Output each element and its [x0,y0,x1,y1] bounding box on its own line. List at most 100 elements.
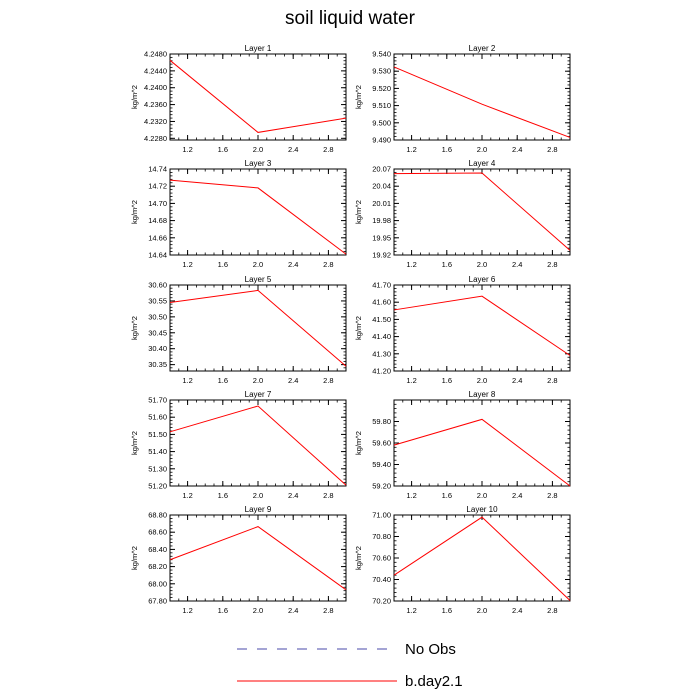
layer-3-y-tick-label: 14.64 [148,251,167,260]
legend-label-1: No Obs [405,641,456,658]
layer-2-x-tick-label: 1.6 [442,145,452,154]
layer-6-x-tick-label: 2.0 [477,376,487,385]
layer-1-x-tick-label: 2.4 [288,145,298,154]
layer-6-y-tick-label: 41.20 [372,367,391,376]
legend-label-2: b.day2.1 [405,673,463,690]
layer-4-plot-frame [393,168,571,256]
layer-3-y-tick-label: 14.70 [148,199,167,208]
layer-9-y-tick-label: 68.60 [148,528,167,537]
layer-3-x-tick-label: 2.8 [323,260,333,269]
layer-2-x-tick-label: 2.4 [512,145,522,154]
layer-5-y-tick-label: 30.50 [148,312,167,321]
layer-6-y-tick-label: 41.70 [372,281,391,290]
layer-3-series-line [169,179,347,255]
layer-9-y-axis-label: kg/m^2 [130,546,139,570]
layer-1-y-axis-label: kg/m^2 [130,85,139,109]
layer-7-x-tick-label: 2.4 [288,491,298,500]
layer-10-title: Layer 10 [466,505,498,514]
layer-4-title: Layer 4 [469,159,496,168]
layer-7-y-axis-label: kg/m^2 [130,431,139,455]
layer-9-x-tick-label: 1.2 [182,606,192,615]
layer-5-y-tick-label: 30.55 [148,296,167,305]
layer-4-y-axis-label: kg/m^2 [354,200,363,224]
layer-7-y-tick-label: 51.20 [148,482,167,491]
layer-9-x-tick-label: 2.8 [323,606,333,615]
layer-8-y-tick-label: 59.60 [372,439,391,448]
layer-3-plot-frame [169,168,347,256]
layer-2-x-tick-label: 1.2 [406,145,416,154]
layer-10-y-tick-label: 70.20 [372,597,391,606]
layer-3-title: Layer 3 [245,159,272,168]
layer-9-series-line [169,526,347,591]
layer-4-y-tick-label: 19.98 [372,216,391,225]
layer-8-y-axis-label: kg/m^2 [354,431,363,455]
layer-9-y-tick-label: 68.80 [148,511,167,520]
layer-6-y-tick-label: 41.40 [372,332,391,341]
layer-8-series-line [393,418,571,487]
layer-6-x-tick-label: 2.8 [547,376,557,385]
layer-8-y-tick-label: 59.80 [372,417,391,426]
layer-9-y-tick-label: 68.20 [148,562,167,571]
layer-1-y-tick-label: 4.2360 [144,100,167,109]
layer-10-x-tick-label: 1.2 [406,606,416,615]
layer-7-x-tick-label: 2.8 [323,491,333,500]
layer-10-y-tick-label: 71.00 [372,511,391,520]
layer-4-x-tick-label: 1.2 [406,260,416,269]
layer-6-y-axis-label: kg/m^2 [354,316,363,340]
layer-9-y-tick-label: 68.40 [148,545,167,554]
layer-3-x-tick-label: 2.4 [288,260,298,269]
layer-5-y-tick-label: 30.40 [148,344,167,353]
layer-7-y-tick-label: 51.30 [148,464,167,473]
layer-9-x-tick-label: 2.4 [288,606,298,615]
layer-7-series-line [169,405,347,486]
layer-1-y-tick-label: 4.2400 [144,83,167,92]
layer-8-y-tick-label: 59.40 [372,460,391,469]
layer-5-y-tick-label: 30.45 [148,328,167,337]
layer-8-x-tick-label: 2.4 [512,491,522,500]
layer-1-x-tick-label: 2.8 [323,145,333,154]
layer-5-plot-frame [169,284,347,372]
layer-1-y-tick-label: 4.2480 [144,50,167,59]
layer-5-x-tick-label: 1.6 [218,376,228,385]
layer-4-y-tick-label: 20.04 [372,182,391,191]
layer-10-x-tick-label: 1.6 [442,606,452,615]
layer-3-x-tick-label: 1.2 [182,260,192,269]
layer-3-y-axis-label: kg/m^2 [130,200,139,224]
layer-2-x-tick-label: 2.8 [547,145,557,154]
layer-10-y-axis-label: kg/m^2 [354,546,363,570]
layer-10-series-line [393,516,571,601]
layer-8-y-tick-label: 59.20 [372,482,391,491]
layer-9-title: Layer 9 [245,505,272,514]
layer-7-title: Layer 7 [245,390,272,399]
layer-5-series-line [169,289,347,367]
layer-4-x-tick-label: 2.4 [512,260,522,269]
layer-2-series-line [393,66,571,138]
layer-1-x-tick-label: 1.2 [182,145,192,154]
layer-9-y-tick-label: 67.80 [148,597,167,606]
layer-3-x-tick-label: 2.0 [253,260,263,269]
layer-2-x-tick-label: 2.0 [477,145,487,154]
layer-8-x-tick-label: 1.6 [442,491,452,500]
layer-1-y-tick-label: 4.2440 [144,66,167,75]
layer-6-x-tick-label: 2.4 [512,376,522,385]
layer-4-x-tick-label: 2.0 [477,260,487,269]
layer-4-y-tick-label: 20.07 [372,165,391,174]
layer-7-plot-frame [169,399,347,487]
layer-1-title: Layer 1 [245,44,272,53]
layer-4-y-tick-label: 19.95 [372,233,391,242]
layer-10-y-tick-label: 70.60 [372,554,391,563]
page-title: soil liquid water [285,8,415,29]
layer-4-series-line [393,172,571,251]
layer-2-y-tick-label: 9.490 [372,136,391,145]
layer-9-x-tick-label: 1.6 [218,606,228,615]
layer-6-x-tick-label: 1.6 [442,376,452,385]
layer-2-y-tick-label: 9.500 [372,118,391,127]
layer-3-y-tick-label: 14.72 [148,182,167,191]
layer-5-y-tick-label: 30.60 [148,281,167,290]
layer-6-x-tick-label: 1.2 [406,376,416,385]
layer-8-x-tick-label: 1.2 [406,491,416,500]
layer-6-series-line [393,295,571,356]
layer-2-y-tick-label: 9.540 [372,50,391,59]
layer-7-x-tick-label: 2.0 [253,491,263,500]
